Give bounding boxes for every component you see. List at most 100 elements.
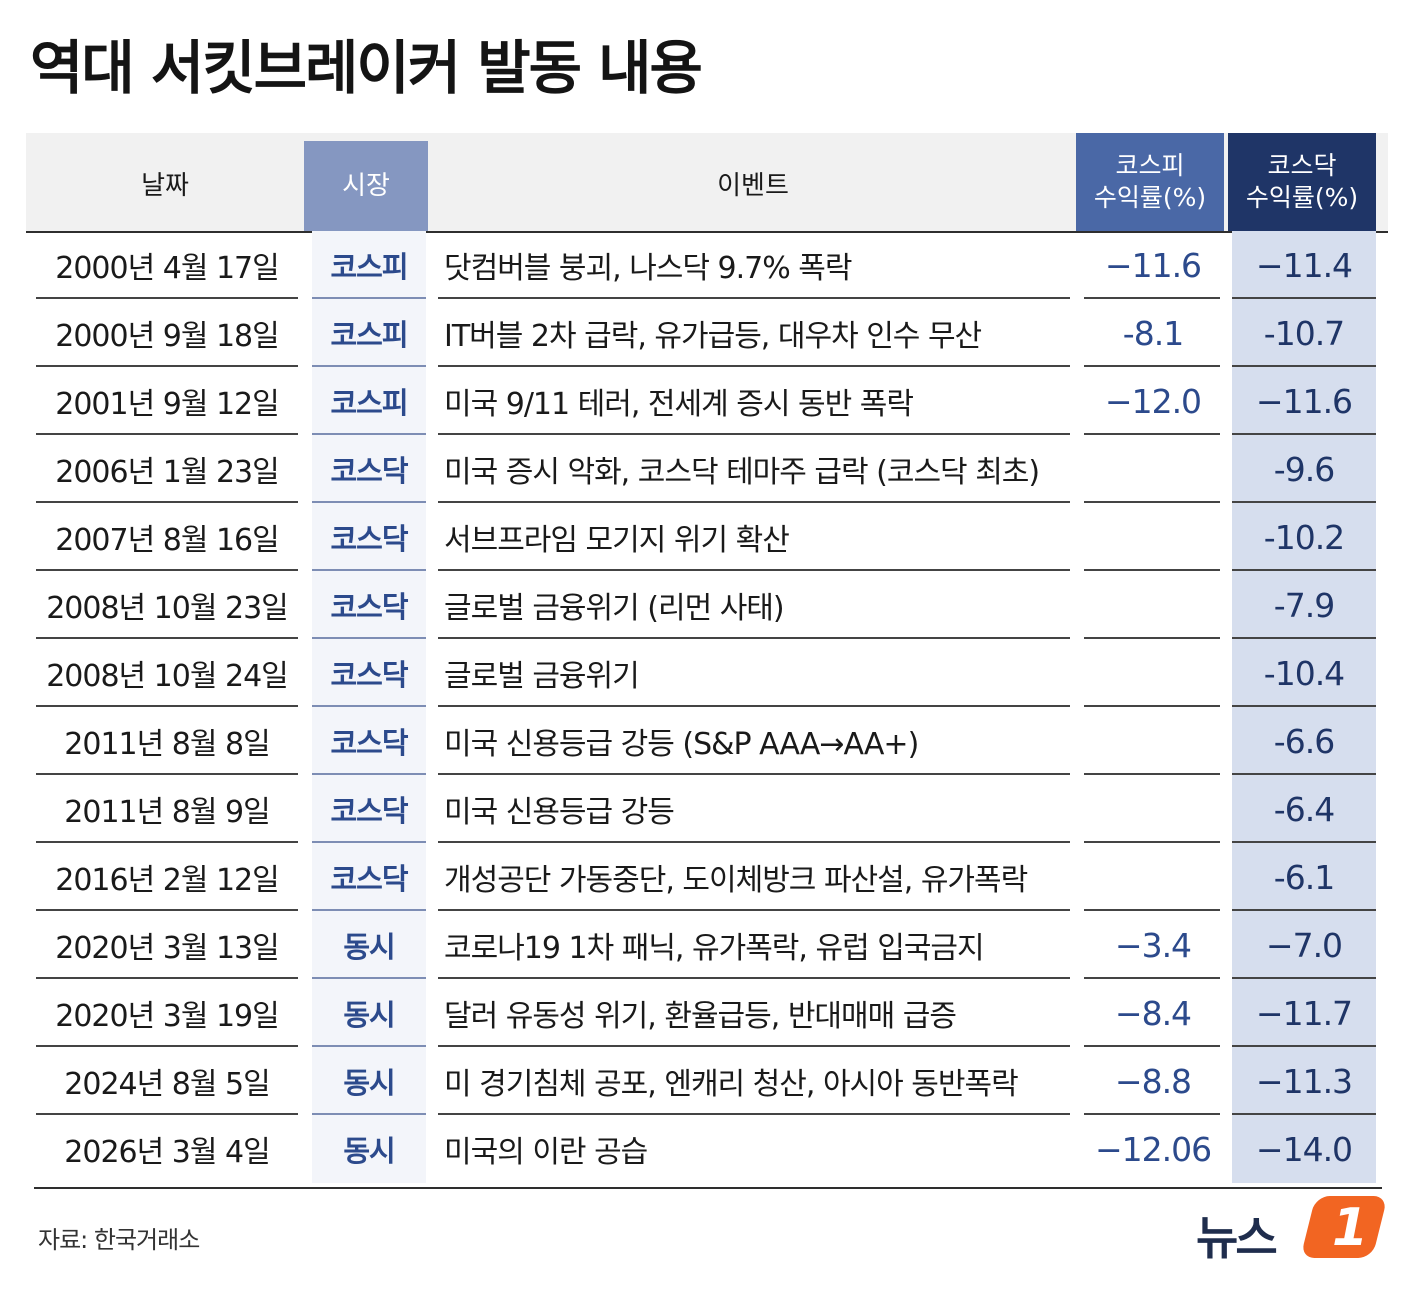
kospi-return-cell: −11.6 (1104, 245, 1202, 285)
market-cell: 동시 (343, 998, 395, 1032)
kospi-return-cell (1084, 639, 1222, 707)
row-divider (312, 909, 426, 911)
header-divider (26, 231, 1388, 233)
header-date: 날짜 (26, 141, 304, 231)
table-row: 2016년 2월 12일 코스닥 개성공단 가동중단, 도이체방크 파산설, 유가폭… (26, 843, 1388, 911)
row-divider (36, 501, 298, 503)
row-divider (36, 977, 298, 979)
table-row: 2026년 3월 4일 동시 미국의 이란 공습 −12.06 −14.0 (26, 1115, 1388, 1183)
kospi-return-cell: −8.8 (1114, 1061, 1192, 1101)
row-divider (1232, 841, 1376, 843)
market-cell: 코스닥 (330, 590, 408, 624)
row-divider (36, 1113, 298, 1115)
row-divider (312, 433, 426, 435)
news1-logo: 뉴스 1 (1196, 1196, 1388, 1266)
table-row: 2000년 9월 18일 코스피 IT버블 2차 급락, 유가급등, 대우차 인수 … (26, 299, 1388, 367)
row-divider (1084, 365, 1220, 367)
row-divider (438, 909, 1070, 911)
kospi-return-cell (1084, 571, 1222, 639)
market-cell-bg (312, 707, 426, 775)
market-cell: 코스닥 (330, 794, 408, 828)
kospi-return-cell (1084, 775, 1222, 843)
kosdaq-return-cell: -9.6 (1232, 435, 1376, 503)
date-cell: 2020년 3월 13일 (55, 931, 279, 966)
row-divider (36, 569, 298, 571)
source-note: 자료: 한국거래소 (38, 1226, 200, 1254)
event-cell: 개성공단 가동중단, 도이체방크 파산설, 유가폭락 (444, 863, 1028, 898)
table-row: 2006년 1월 23일 코스닥 미국 증시 악화, 코스닥 테마주 급락 (코스닥… (26, 435, 1388, 503)
kosdaq-return-cell: −11.7 (1232, 979, 1376, 1047)
date-cell: 2000년 9월 18일 (55, 319, 279, 354)
date-cell: 2001년 9월 12일 (55, 387, 279, 422)
header-market: 시장 (304, 141, 428, 231)
market-cell-bg (312, 1115, 426, 1183)
page-title: 역대 서킷브레이커 발동 내용 (30, 34, 703, 102)
market-cell-bg (312, 435, 426, 503)
table-header: 날짜 시장 이벤트 코스피 수익률(%) 코스닥 수익률(%) (26, 133, 1388, 233)
row-divider (1232, 773, 1376, 775)
kosdaq-return-cell: −11.6 (1232, 367, 1376, 435)
kospi-return-cell: −8.4 (1114, 993, 1192, 1033)
row-divider (438, 297, 1070, 299)
table-row: 2001년 9월 12일 코스피 미국 9/11 테러, 전세계 증시 동반 폭락 −… (26, 367, 1388, 435)
event-cell: 닷컴버블 붕괴, 나스닥 9.7% 폭락 (444, 251, 853, 286)
row-divider (438, 841, 1070, 843)
market-cell: 코스피 (330, 386, 408, 420)
row-divider (1084, 773, 1220, 775)
date-cell: 2016년 2월 12일 (55, 863, 279, 898)
row-divider (1084, 501, 1220, 503)
event-cell: 미국 신용등급 강등 (S&P AAA→AA+) (444, 727, 919, 762)
market-cell-bg (312, 231, 426, 299)
row-divider (36, 297, 298, 299)
table-row: 2011년 8월 8일 코스닥 미국 신용등급 강등 (S&P AAA→AA+) -6… (26, 707, 1388, 775)
row-divider (36, 841, 298, 843)
table-row: 2008년 10월 24일 코스닥 글로벌 금융위기 -10.4 (26, 639, 1388, 707)
row-divider (1232, 569, 1376, 571)
row-divider (312, 773, 426, 775)
kospi-return-cell (1084, 707, 1222, 775)
table-row: 2011년 8월 9일 코스닥 미국 신용등급 강등 -6.4 (26, 775, 1388, 843)
kospi-return-cell (1084, 503, 1222, 571)
kosdaq-return-cell: -7.9 (1232, 571, 1376, 639)
row-divider (1084, 637, 1220, 639)
table-row: 2008년 10월 23일 코스닥 글로벌 금융위기 (리먼 사태) -7.9 (26, 571, 1388, 639)
header-kospi-line2: 수익률(%) (1093, 183, 1207, 212)
event-cell: 달러 유동성 위기, 환율급등, 반대매매 급증 (444, 999, 957, 1034)
date-cell: 2020년 3월 19일 (55, 999, 279, 1034)
market-cell: 동시 (343, 1066, 395, 1100)
date-cell: 2026년 3월 4일 (64, 1135, 270, 1170)
market-cell-bg (312, 911, 426, 979)
row-divider (36, 705, 298, 707)
row-divider (1232, 433, 1376, 435)
date-cell: 2008년 10월 24일 (46, 659, 289, 694)
row-divider (438, 1045, 1070, 1047)
date-cell: 2000년 4월 17일 (55, 251, 279, 286)
row-divider (36, 1045, 298, 1047)
header-kosdaq-line2: 수익률(%) (1245, 183, 1359, 212)
row-divider (1232, 365, 1376, 367)
logo-text: 뉴스 (1196, 1211, 1278, 1265)
kosdaq-return-cell: -6.6 (1232, 707, 1376, 775)
row-divider (1084, 977, 1220, 979)
kosdaq-return-cell: −14.0 (1232, 1115, 1376, 1183)
row-divider (438, 365, 1070, 367)
table-row: 2020년 3월 19일 동시 달러 유동성 위기, 환율급등, 반대매매 급증 −8… (26, 979, 1388, 1047)
row-divider (312, 1045, 426, 1047)
row-divider (1084, 1045, 1220, 1047)
header-kosdaq-line1: 코스닥 (1267, 151, 1337, 180)
kospi-return-cell: −12.0 (1104, 381, 1202, 421)
market-cell-bg (312, 503, 426, 571)
market-cell-bg (312, 367, 426, 435)
kosdaq-return-cell: -6.4 (1232, 775, 1376, 843)
row-divider (36, 365, 298, 367)
table-bottom-border (34, 1187, 1382, 1189)
row-divider (1084, 705, 1220, 707)
row-divider (312, 365, 426, 367)
event-cell: 미국 9/11 테러, 전세계 증시 동반 폭락 (444, 387, 914, 422)
row-divider (36, 433, 298, 435)
row-divider (1084, 297, 1220, 299)
row-divider (36, 773, 298, 775)
row-divider (1084, 433, 1220, 435)
row-divider (312, 501, 426, 503)
kospi-return-cell: −3.4 (1114, 925, 1192, 965)
